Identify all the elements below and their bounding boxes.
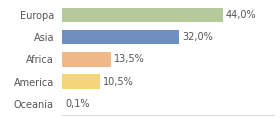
Bar <box>62 52 111 67</box>
Text: 32,0%: 32,0% <box>182 32 213 42</box>
Text: 0,1%: 0,1% <box>65 99 89 109</box>
Bar <box>62 8 223 22</box>
Text: 10,5%: 10,5% <box>103 77 134 87</box>
Bar <box>62 75 100 89</box>
Bar <box>62 30 179 44</box>
Text: 44,0%: 44,0% <box>226 10 256 20</box>
Text: 13,5%: 13,5% <box>114 54 145 64</box>
